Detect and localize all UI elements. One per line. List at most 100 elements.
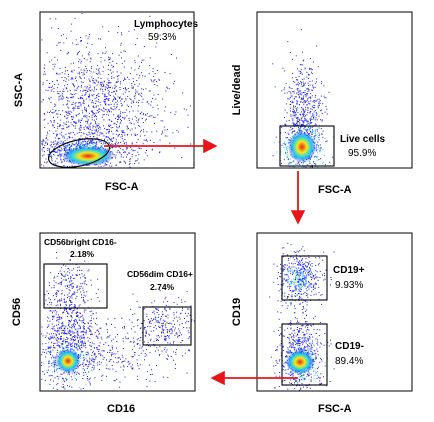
density-dot — [62, 144, 64, 146]
density-dot — [84, 106, 86, 108]
density-dot — [294, 329, 295, 331]
density-dot — [86, 115, 88, 117]
density-dot — [301, 259, 303, 261]
density-dot — [128, 363, 130, 365]
density-dot — [53, 328, 55, 330]
density-dot — [61, 318, 63, 320]
density-dot — [161, 322, 163, 324]
density-dot — [288, 86, 290, 88]
density-dot — [114, 108, 116, 110]
density-dot — [299, 73, 301, 74]
density-dot — [66, 84, 68, 86]
density-dot — [72, 107, 74, 109]
density-dot — [149, 380, 151, 382]
density-dot — [304, 285, 306, 287]
density-dot — [138, 147, 140, 149]
density-dot — [316, 113, 318, 115]
density-dot — [74, 165, 76, 167]
density-dot — [320, 147, 322, 149]
density-dot — [302, 85, 304, 87]
density-dot — [85, 352, 87, 354]
density-dot — [90, 298, 92, 300]
density-dot — [309, 124, 310, 126]
density-dot — [80, 60, 82, 62]
density-dot — [67, 274, 69, 276]
density-dot — [157, 108, 159, 110]
density-dot — [141, 323, 143, 325]
density-dot — [110, 103, 112, 105]
density-dot — [96, 142, 97, 144]
density-dot — [67, 311, 69, 313]
density-dot — [310, 96, 312, 98]
density-dot — [308, 88, 310, 90]
density-dot — [294, 293, 296, 294]
density-dot — [68, 112, 70, 114]
density-dot — [329, 161, 331, 163]
density-dot — [75, 44, 77, 46]
density-dot — [135, 89, 137, 91]
density-dot — [43, 165, 45, 167]
density-dot — [55, 151, 56, 153]
density-dot — [315, 155, 317, 157]
density-dot — [288, 158, 289, 160]
density-dot — [293, 92, 295, 94]
density-dot — [120, 103, 122, 104]
density-dot — [66, 126, 68, 128]
density-dot — [283, 266, 285, 268]
density-dot — [72, 42, 74, 44]
density-dot — [127, 88, 129, 89]
density-dot — [108, 74, 110, 75]
density-dot — [278, 290, 280, 292]
density-dot — [82, 342, 84, 344]
density-dot — [108, 361, 110, 362]
density-dot — [66, 336, 68, 338]
density-dot — [144, 355, 146, 357]
density-dot — [301, 281, 303, 282]
density-dot — [111, 365, 113, 366]
density-dot — [101, 350, 103, 352]
density-dot — [57, 137, 59, 139]
density-dot — [295, 123, 297, 125]
density-dot — [139, 337, 141, 339]
density-dot — [127, 76, 128, 78]
density-dot — [81, 294, 82, 296]
density-dot — [96, 141, 98, 143]
density-dot — [115, 347, 117, 349]
density-dot — [74, 339, 76, 341]
density-dot — [121, 34, 123, 36]
density-dot — [98, 72, 100, 74]
density-dot — [78, 345, 80, 347]
density-dot — [110, 359, 112, 360]
density-dot — [41, 365, 42, 366]
density-dot — [181, 309, 183, 311]
density-dot — [184, 352, 186, 354]
density-dot — [290, 282, 292, 284]
density-dot — [56, 352, 58, 353]
density-dot — [51, 336, 53, 338]
density-dot — [54, 63, 56, 65]
density-dot — [123, 366, 125, 368]
density-dot — [285, 83, 287, 85]
density-dot — [63, 42, 65, 44]
density-dot — [114, 97, 115, 99]
density-dot — [52, 335, 54, 337]
density-dot — [291, 274, 293, 276]
density-dot — [54, 329, 56, 331]
density-dot — [124, 50, 126, 52]
density-dot — [103, 350, 105, 351]
density-dot — [299, 341, 301, 342]
density-dot — [72, 324, 74, 326]
density-dot — [72, 292, 74, 294]
density-dot — [72, 336, 74, 337]
density-dot — [104, 94, 106, 96]
density-dot — [86, 140, 88, 142]
density-dot — [59, 124, 61, 126]
density-dot — [117, 78, 119, 80]
density-dot — [94, 132, 96, 134]
density-dot — [70, 315, 72, 317]
density-dot — [321, 109, 323, 111]
density-dot — [65, 279, 67, 281]
density-dot — [72, 83, 74, 85]
density-dot — [137, 121, 139, 123]
density-dot — [75, 122, 77, 124]
